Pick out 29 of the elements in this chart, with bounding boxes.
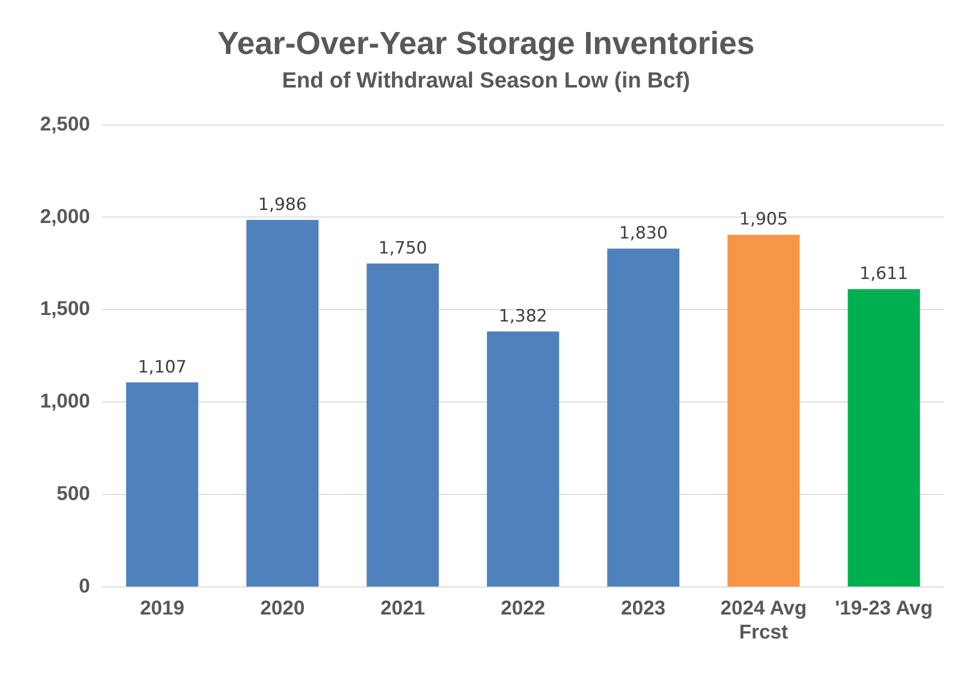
x-tick-label: 2022 [500,598,546,620]
bar [126,382,198,586]
data-label: 1,382 [498,306,548,326]
bar [246,220,319,586]
bar [848,289,920,586]
chart-subtitle: End of Withdrawal Season Low (in Bcf) [282,68,690,93]
x-tick-label: 2023 [621,598,666,620]
x-tick-label: 2024 Avg Frcst [720,598,807,644]
y-tick-label: 0 [78,576,90,598]
x-tick-label: '19-23 Avg [834,598,933,620]
bar [728,234,800,586]
y-tick-label: 1,000 [40,390,90,413]
chart-title: Year-Over-Year Storage Inventories [217,25,755,62]
y-tick-label: 500 [56,483,90,506]
data-label: 1,986 [258,194,307,215]
bar [607,248,680,586]
bar [366,263,439,586]
data-label: 1,830 [618,224,668,244]
y-tick-label: 1,500 [40,298,90,320]
x-tick-label: 2021 [380,598,425,620]
bar [486,331,560,586]
data-label: 1,905 [739,210,788,230]
data-label: 1,611 [860,264,908,284]
x-tick-label: 2020 [260,598,305,620]
y-tick-label: 2,500 [40,113,90,136]
x-tick-label: 2019 [140,598,184,620]
y-tick-label: 2,000 [40,206,90,228]
data-label: 1,107 [138,357,187,378]
data-label: 1,750 [378,238,428,258]
